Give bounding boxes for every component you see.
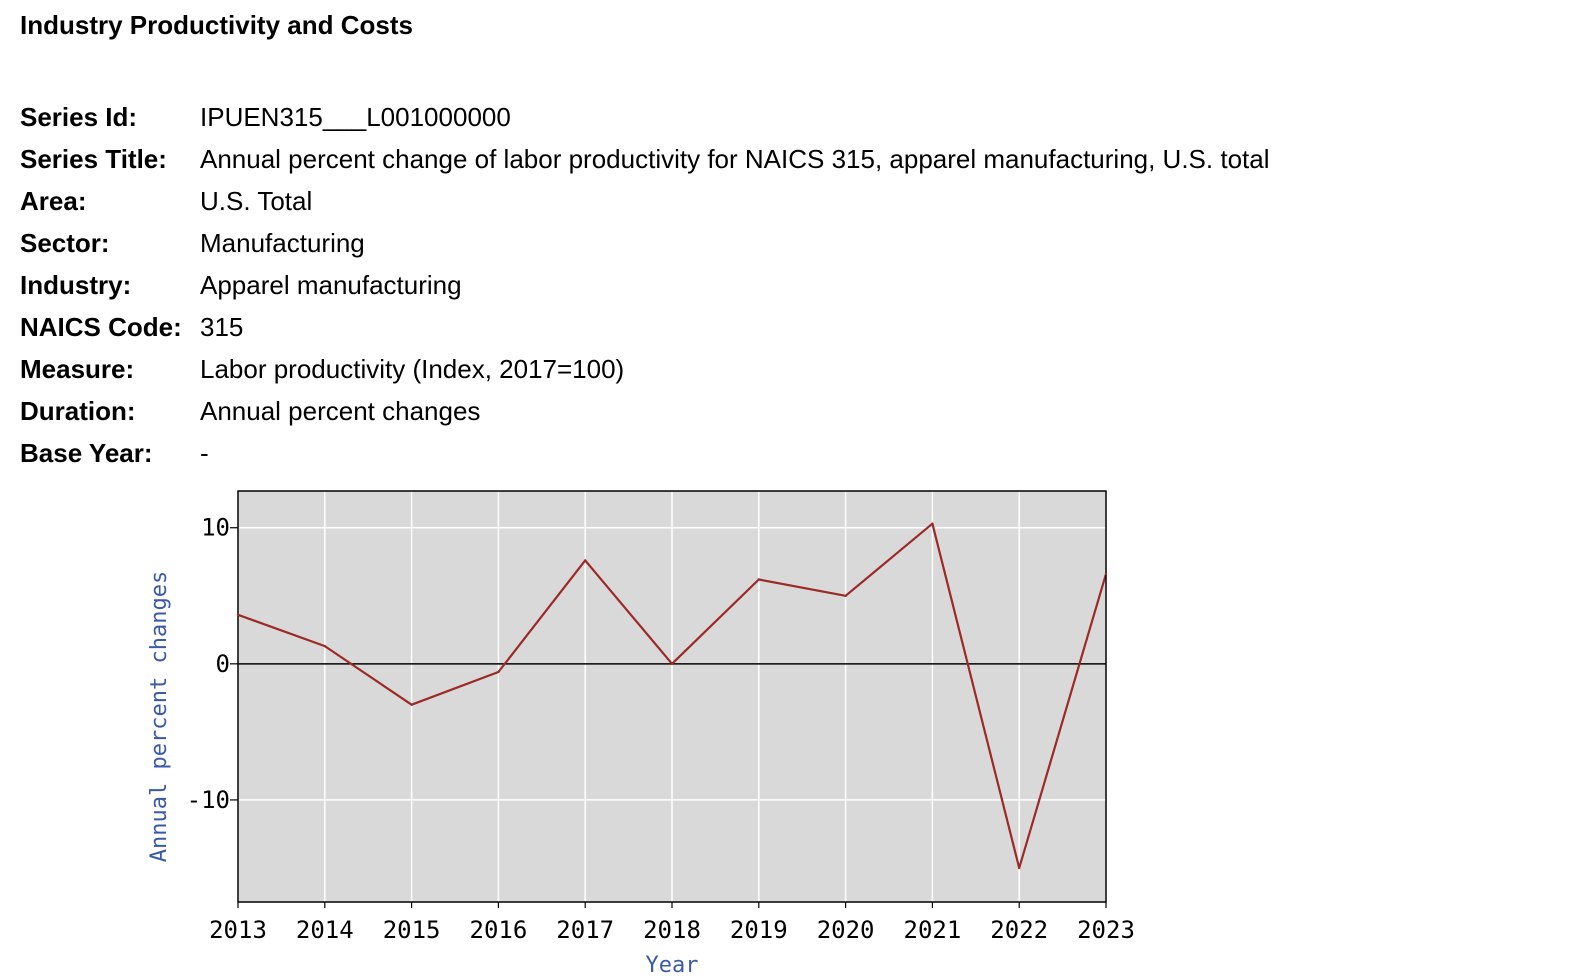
- x-tick-label: 2017: [556, 916, 614, 944]
- meta-value: Annual percent changes: [200, 395, 481, 426]
- line-chart: 2013 2014 2015 2016 2017 2018 2019 2020 2021 2022…: [147, 490, 1135, 978]
- meta-label: Sector:: [20, 227, 110, 258]
- meta-value: 315: [200, 311, 244, 342]
- x-tick-label: 2023: [1077, 916, 1135, 944]
- meta-label: NAICS Code:: [20, 311, 182, 342]
- data-point: [323, 644, 326, 648]
- data-point: [757, 578, 760, 581]
- meta-value: Labor productivity (Index, 2017=100): [200, 353, 625, 384]
- data-point: [497, 670, 500, 674]
- meta-label: Industry:: [20, 269, 132, 300]
- data-point: [584, 559, 587, 562]
- meta-row-duration: Duration: Annual percent changes: [20, 390, 1270, 432]
- meta-value: Apparel manufacturing: [200, 269, 462, 300]
- chart-container: 2013 2014 2015 2016 2017 2018 2019 2020 2021 2022…: [0, 470, 1574, 978]
- meta-value: U.S. Total: [200, 185, 313, 216]
- x-tick-label: 2018: [643, 916, 701, 944]
- series-metadata-table: Series Id: IPUEN315___L001000000 Series …: [20, 96, 1270, 474]
- x-tick-label: 2021: [904, 916, 962, 944]
- page-title: Industry Productivity and Costs: [20, 10, 413, 40]
- y-tick-label: 0: [216, 650, 230, 678]
- meta-row-area: Area: U.S. Total: [20, 180, 1270, 222]
- meta-label: Measure:: [20, 353, 135, 384]
- data-point: [844, 594, 847, 597]
- meta-value: Annual percent change of labor productiv…: [200, 143, 1270, 174]
- meta-row-base-year: Base Year: -: [20, 432, 1270, 474]
- y-tick-label: 10: [201, 514, 230, 542]
- y-axis-label: Annual percent changes: [147, 571, 172, 862]
- x-tick-label: 2014: [296, 916, 354, 944]
- axis-ticks: 2013 2014 2015 2016 2017 2018 2019 2020 2021 2022…: [187, 514, 1135, 944]
- meta-row-series-title: Series Title: Annual percent change of l…: [20, 138, 1270, 180]
- meta-row-industry: Industry: Apparel manufacturing: [20, 264, 1270, 306]
- meta-row-series-id: Series Id: IPUEN315___L001000000: [20, 96, 1270, 138]
- meta-row-measure: Measure: Labor productivity (Index, 2017…: [20, 348, 1270, 390]
- meta-label: Duration:: [20, 395, 136, 426]
- meta-value: IPUEN315___L001000000: [200, 101, 511, 132]
- x-tick-label: 2020: [817, 916, 875, 944]
- data-point: [670, 662, 674, 666]
- meta-label: Base Year:: [20, 437, 153, 468]
- y-tick-label: -10: [187, 786, 230, 814]
- x-tick-label: 2019: [730, 916, 788, 944]
- x-tick-label: 2013: [209, 916, 267, 944]
- x-tick-label: 2016: [470, 916, 528, 944]
- meta-label: Series Id:: [20, 101, 138, 132]
- meta-label: Area:: [20, 185, 87, 216]
- meta-value: Manufacturing: [200, 227, 365, 258]
- data-point: [931, 522, 934, 525]
- meta-value: -: [200, 437, 209, 468]
- x-tick-label: 2022: [990, 916, 1048, 944]
- meta-row-naics-code: NAICS Code: 315: [20, 306, 1270, 348]
- x-tick-label: 2015: [383, 916, 441, 944]
- data-point: [236, 613, 240, 617]
- data-point: [1104, 572, 1108, 576]
- x-axis-label: Year: [646, 953, 699, 974]
- meta-label: Series Title:: [20, 143, 167, 174]
- data-point: [1018, 866, 1021, 870]
- meta-row-sector: Sector: Manufacturing: [20, 222, 1270, 264]
- data-point: [410, 703, 413, 706]
